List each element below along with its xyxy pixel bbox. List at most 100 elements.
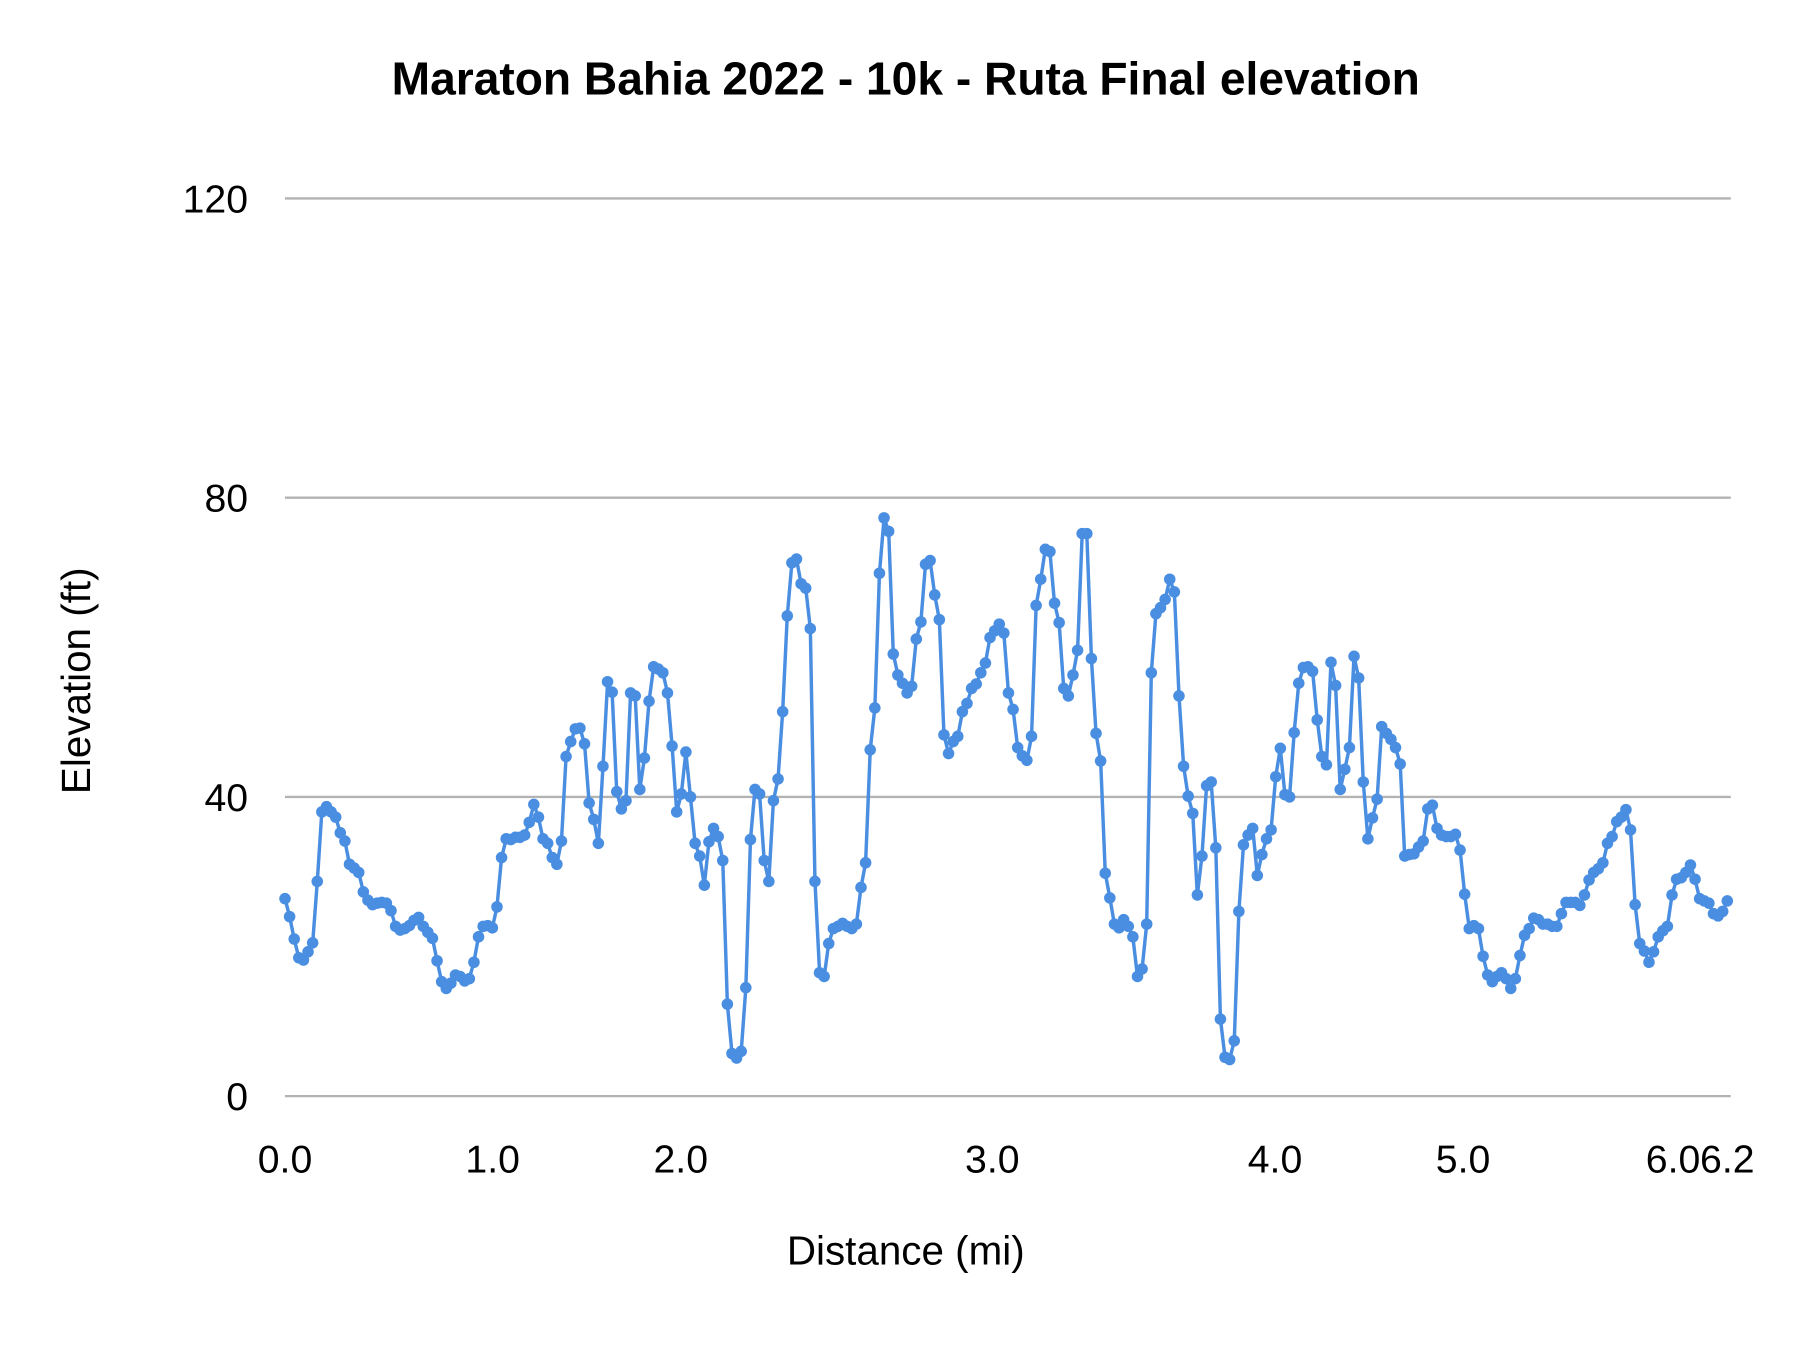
data-point — [1555, 907, 1568, 920]
data-point — [1624, 824, 1637, 836]
data-point — [998, 627, 1010, 639]
data-point — [721, 998, 734, 1010]
x-tick-label: 4.0 — [1248, 1137, 1303, 1181]
data-point — [555, 835, 568, 847]
data-point — [670, 806, 683, 818]
data-point — [675, 788, 688, 800]
data-point — [1025, 730, 1038, 743]
data-point — [385, 904, 397, 917]
data-point — [1325, 656, 1337, 669]
data-point — [735, 1045, 747, 1058]
data-point — [1514, 949, 1526, 962]
data-point — [910, 633, 923, 645]
data-point — [818, 970, 830, 983]
data-point — [1122, 920, 1135, 933]
data-point — [1187, 807, 1199, 820]
data-point — [684, 791, 697, 803]
data-point — [1578, 889, 1591, 901]
data-point — [587, 813, 600, 826]
data-point — [1246, 822, 1259, 835]
data-point — [518, 829, 531, 841]
data-point — [431, 954, 443, 967]
data-point — [1163, 573, 1176, 586]
data-point — [1044, 545, 1056, 558]
data-point — [597, 760, 609, 773]
data-point — [311, 875, 324, 888]
data-point — [809, 875, 821, 888]
data-point — [1523, 922, 1535, 935]
data-point — [1597, 856, 1609, 869]
data-point — [1394, 758, 1406, 770]
elevation-series — [279, 512, 1734, 1066]
data-point — [772, 773, 784, 785]
y-tick-label: 120 — [183, 177, 248, 221]
data-point — [1177, 760, 1190, 773]
data-point — [869, 702, 881, 714]
x-tick-label: 5.0 — [1436, 1137, 1491, 1181]
data-point — [1329, 679, 1342, 692]
data-point — [578, 738, 591, 750]
data-point — [302, 946, 314, 958]
data-point — [1251, 869, 1264, 882]
data-point — [606, 686, 618, 698]
data-point — [1477, 950, 1489, 963]
data-point — [740, 981, 752, 994]
data-point — [472, 931, 485, 943]
data-point — [698, 879, 711, 891]
data-point — [680, 746, 692, 758]
data-point — [551, 858, 563, 871]
data-point — [1638, 945, 1651, 957]
data-point — [1661, 920, 1674, 933]
data-point — [1030, 599, 1042, 612]
data-point — [924, 554, 936, 567]
data-point — [878, 512, 890, 524]
data-point — [1504, 982, 1517, 995]
data-point — [689, 837, 701, 850]
data-point — [426, 932, 439, 945]
data-point — [1140, 918, 1153, 930]
data-point — [592, 837, 605, 850]
data-point — [933, 613, 946, 626]
data-point — [804, 622, 817, 635]
data-point — [1606, 830, 1618, 843]
data-point — [629, 690, 641, 702]
data-point — [1090, 727, 1102, 740]
data-point — [975, 666, 987, 679]
data-point — [1389, 741, 1402, 754]
data-point — [1620, 803, 1632, 816]
data-point — [938, 729, 950, 741]
data-point — [1099, 867, 1111, 879]
data-point — [1104, 892, 1116, 904]
data-point — [463, 972, 476, 985]
data-point — [1292, 677, 1305, 689]
data-point — [1048, 597, 1061, 609]
data-point — [896, 677, 909, 689]
data-point — [1260, 833, 1273, 845]
data-point — [1417, 835, 1429, 847]
data-point — [1002, 687, 1015, 699]
data-point — [541, 837, 554, 850]
data-point — [468, 956, 480, 969]
data-point — [1311, 714, 1323, 726]
data-point — [1085, 652, 1098, 665]
data-point — [1223, 1053, 1236, 1066]
data-point — [1094, 755, 1107, 767]
data-point — [1426, 799, 1439, 811]
data-point — [1551, 920, 1563, 933]
data-point — [1053, 616, 1065, 629]
data-point — [620, 794, 632, 807]
data-point — [1269, 770, 1282, 783]
data-point — [1228, 1035, 1241, 1047]
data-point — [1716, 905, 1729, 918]
data-point — [1362, 833, 1374, 845]
data-point — [657, 666, 669, 679]
data-point — [1288, 726, 1300, 739]
data-point — [1205, 776, 1217, 788]
data-point — [928, 589, 941, 601]
data-point — [523, 816, 535, 829]
data-point — [1371, 793, 1383, 805]
data-point — [864, 744, 876, 756]
data-point — [1081, 527, 1093, 540]
data-point — [1306, 665, 1319, 678]
data-point — [1145, 666, 1158, 679]
